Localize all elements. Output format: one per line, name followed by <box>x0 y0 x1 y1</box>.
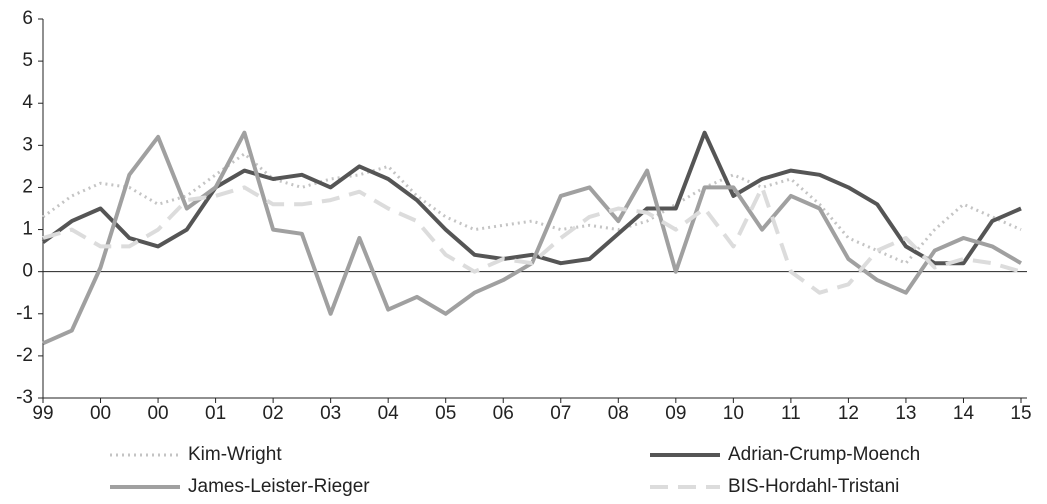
legend-label: Adrian-Crump-Moench <box>728 444 920 465</box>
x-tick-label: 00 <box>147 403 168 424</box>
y-tick-label: -3 <box>16 387 33 408</box>
x-tick-label: 08 <box>608 403 629 424</box>
x-tick-label: 01 <box>205 403 226 424</box>
y-tick-label: -2 <box>16 345 33 366</box>
legend-label: Kim-Wright <box>188 444 282 465</box>
x-tick-label: 02 <box>263 403 284 424</box>
x-tick-label: 14 <box>953 403 975 424</box>
y-tick-label: -1 <box>16 303 33 324</box>
y-tick-label: 1 <box>22 219 33 240</box>
y-tick-label: 0 <box>22 261 33 282</box>
x-tick-label: 05 <box>435 403 456 424</box>
x-tick-label: 04 <box>378 403 400 424</box>
x-tick-label: 11 <box>781 403 801 424</box>
y-tick-label: 2 <box>22 176 33 197</box>
series-line <box>42 152 1022 265</box>
legend-label: James-Leister-Rieger <box>188 476 370 497</box>
x-tick-label: 03 <box>320 403 341 424</box>
series-line <box>41 130 1022 266</box>
legend-label: BIS-Hordahl-Tristani <box>728 476 899 497</box>
y-tick-label: 6 <box>22 8 33 29</box>
y-tick-label: 3 <box>22 134 33 155</box>
x-tick-label: 13 <box>895 403 916 424</box>
x-tick-label: 12 <box>838 403 859 424</box>
x-tick-label: 10 <box>723 403 744 424</box>
x-tick-label: 06 <box>493 403 514 424</box>
series-line <box>42 130 1023 346</box>
y-tick-label: 4 <box>22 92 33 113</box>
x-tick-label: 09 <box>665 403 686 424</box>
y-tick-label: 5 <box>22 50 33 71</box>
x-tick-label: 07 <box>550 403 571 424</box>
x-tick-label: 15 <box>1010 403 1031 424</box>
series-line <box>42 185 1022 295</box>
x-tick-label: 99 <box>32 403 53 424</box>
x-tick-label: 00 <box>90 403 111 424</box>
